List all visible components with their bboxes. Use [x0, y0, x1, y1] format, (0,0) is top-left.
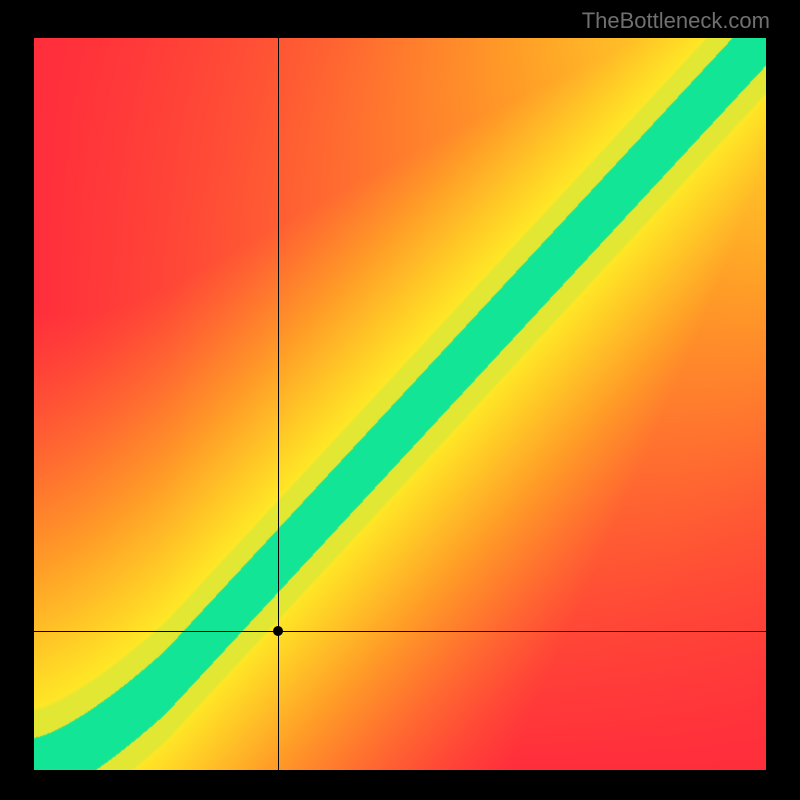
watermark-text: TheBottleneck.com — [582, 8, 770, 34]
plot-area — [34, 38, 766, 770]
crosshair-horizontal — [34, 631, 766, 632]
chart-container: TheBottleneck.com — [0, 0, 800, 800]
crosshair-marker — [273, 626, 283, 636]
heatmap-canvas — [34, 38, 766, 770]
crosshair-vertical — [278, 38, 279, 770]
